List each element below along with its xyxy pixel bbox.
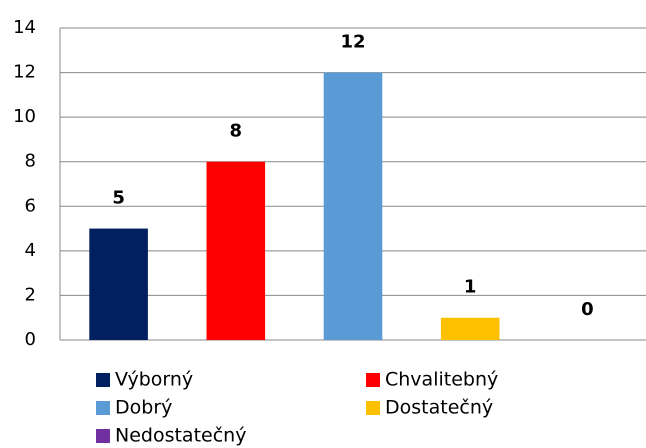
legend-label: Dobrý [115,397,172,419]
legend-swatch [96,401,110,415]
bar [206,161,266,340]
legend-swatch [366,373,380,387]
legend-swatch [96,429,110,443]
data-label: 0 [581,299,594,320]
y-tick-label: 14 [13,17,36,38]
y-tick-label: 12 [13,62,36,83]
bar [89,228,148,340]
data-label: 1 [464,277,477,298]
data-label: 8 [230,121,243,142]
legend-swatch [366,401,380,415]
legend-label: Výborný [115,369,193,391]
y-tick-label: 4 [25,240,36,261]
bar [440,317,500,340]
y-tick-label: 2 [25,284,36,305]
y-tick-label: 6 [25,195,36,216]
y-tick-label: 0 [25,329,36,350]
data-label: 12 [340,32,365,53]
y-tick-label: 10 [13,106,36,127]
legend-label: Dostatečný [385,397,493,419]
legend-label: Chvalitebný [385,369,498,391]
legend-label: Nedostatečný [115,425,246,447]
data-label: 5 [112,188,125,209]
y-tick-label: 8 [25,151,36,172]
bar [323,72,383,341]
legend-swatch [96,373,110,387]
